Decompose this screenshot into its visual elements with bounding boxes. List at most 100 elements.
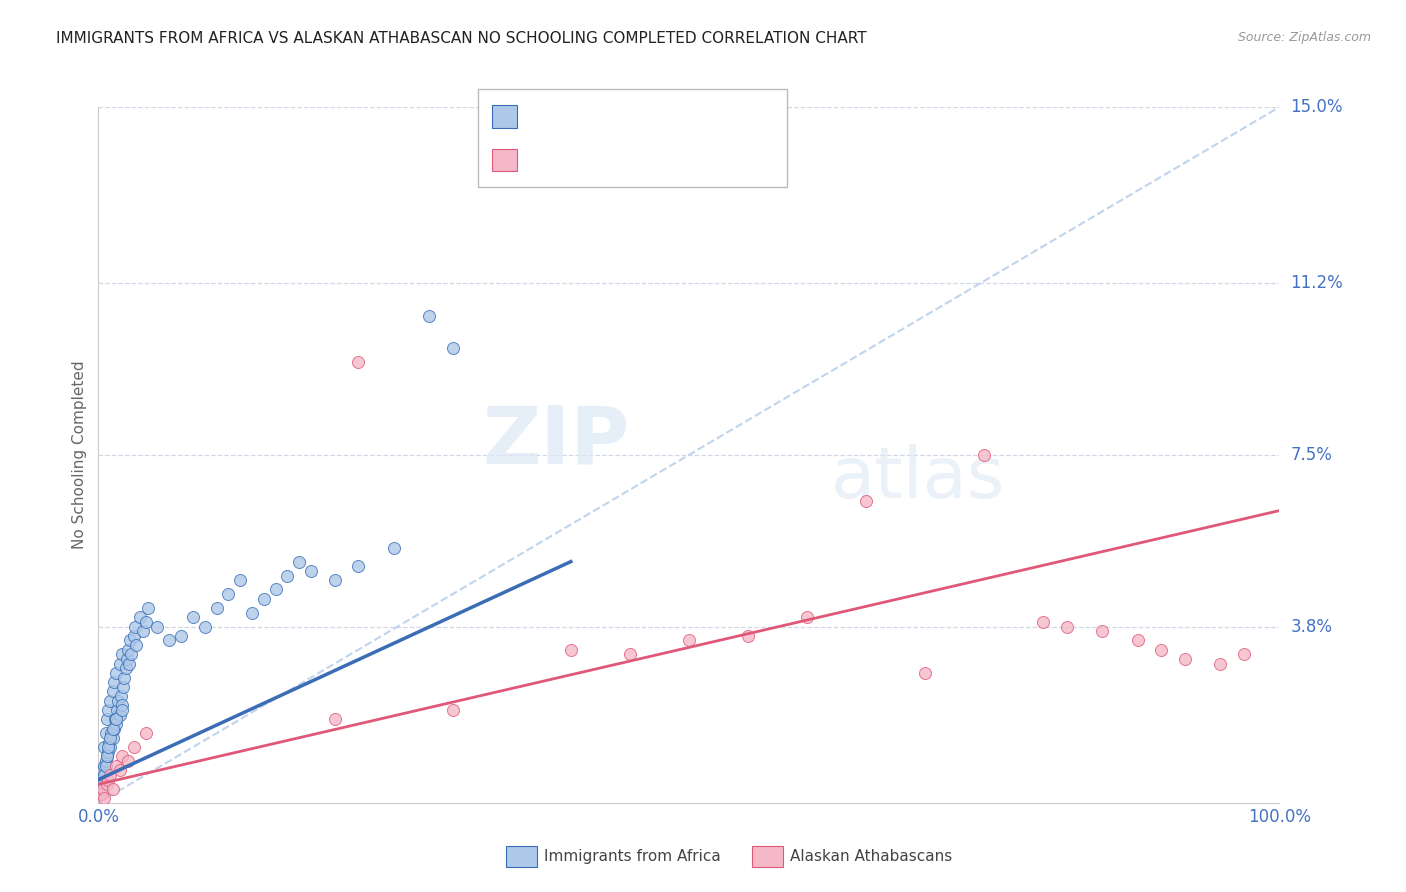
Point: [678, 633, 700, 648]
Point: [114, 661, 136, 675]
Point: [111, 698, 134, 713]
Point: [136, 601, 159, 615]
Text: Source: ZipAtlas.com: Source: ZipAtlas.com: [1237, 31, 1371, 45]
Point: [299, 564, 322, 578]
Point: [135, 615, 157, 629]
Point: [217, 587, 239, 601]
Point: [619, 648, 641, 662]
Point: [98, 735, 121, 749]
Point: [1150, 642, 1173, 657]
Text: 11.2%: 11.2%: [1291, 275, 1343, 293]
Point: [1209, 657, 1232, 671]
Text: Alaskan Athabascans: Alaskan Athabascans: [790, 849, 952, 863]
Point: [120, 633, 142, 648]
Point: [1056, 619, 1078, 633]
Point: [117, 642, 139, 657]
Point: [105, 758, 128, 772]
Point: [105, 703, 128, 717]
Point: [115, 652, 138, 666]
Point: [108, 764, 131, 778]
Text: atlas: atlas: [831, 443, 1005, 513]
Point: [118, 657, 141, 671]
Point: [914, 665, 936, 680]
Point: [796, 610, 818, 624]
Text: N =: N =: [612, 149, 648, 167]
Point: [104, 712, 127, 726]
Point: [105, 665, 128, 680]
Point: [229, 573, 252, 587]
Point: [323, 712, 346, 726]
Point: [737, 629, 759, 643]
Point: [170, 629, 193, 643]
Point: [98, 768, 121, 782]
Point: [100, 726, 122, 740]
Point: [125, 638, 148, 652]
Point: [205, 601, 228, 615]
Point: [117, 754, 139, 768]
Point: [240, 606, 263, 620]
Point: [103, 722, 125, 736]
Point: [107, 694, 129, 708]
Text: 74: 74: [638, 107, 662, 125]
Point: [91, 787, 114, 801]
Point: [121, 648, 143, 662]
Point: [108, 707, 131, 722]
Point: [112, 680, 135, 694]
Point: [101, 731, 124, 745]
Text: 7.5%: 7.5%: [1291, 446, 1333, 464]
Point: [181, 610, 204, 624]
Point: [96, 749, 118, 764]
Point: [1233, 648, 1256, 662]
Point: [111, 648, 134, 662]
Point: [135, 726, 157, 740]
Point: [93, 791, 115, 805]
Point: [97, 745, 120, 759]
Point: [111, 703, 134, 717]
Point: [560, 642, 582, 657]
Point: [323, 573, 346, 587]
Text: IMMIGRANTS FROM AFRICA VS ALASKAN ATHABASCAN NO SCHOOLING COMPLETED CORRELATION : IMMIGRANTS FROM AFRICA VS ALASKAN ATHABA…: [56, 31, 868, 46]
Point: [93, 768, 115, 782]
Point: [91, 777, 114, 791]
Point: [111, 749, 134, 764]
Point: [347, 355, 370, 369]
Point: [1032, 615, 1054, 629]
Point: [1126, 633, 1149, 648]
Point: [89, 781, 111, 796]
Point: [253, 591, 276, 606]
Point: [94, 758, 117, 772]
Point: [1174, 652, 1197, 666]
Point: [1091, 624, 1114, 639]
Text: R =: R =: [526, 107, 562, 125]
Text: 15.0%: 15.0%: [1291, 98, 1343, 116]
Text: 0.561: 0.561: [558, 107, 610, 125]
Point: [103, 675, 125, 690]
Point: [90, 787, 112, 801]
Point: [93, 740, 115, 755]
Point: [418, 309, 440, 323]
Text: R =: R =: [526, 149, 562, 167]
Point: [124, 619, 146, 633]
Text: 3.8%: 3.8%: [1291, 617, 1333, 635]
Point: [94, 754, 117, 768]
Point: [94, 726, 117, 740]
Point: [112, 671, 135, 685]
Point: [101, 722, 124, 736]
Point: [96, 777, 118, 791]
Text: Immigrants from Africa: Immigrants from Africa: [544, 849, 721, 863]
Point: [91, 777, 114, 791]
Point: [122, 740, 145, 755]
Text: 0.661: 0.661: [558, 149, 610, 167]
Text: 32: 32: [638, 149, 662, 167]
Point: [347, 559, 370, 574]
Point: [276, 568, 298, 582]
Point: [194, 619, 217, 633]
Point: [91, 781, 114, 796]
Point: [382, 541, 405, 555]
Point: [91, 764, 114, 778]
Point: [97, 772, 120, 787]
Point: [110, 689, 132, 703]
Point: [98, 740, 121, 755]
Point: [96, 712, 118, 726]
Point: [97, 703, 120, 717]
